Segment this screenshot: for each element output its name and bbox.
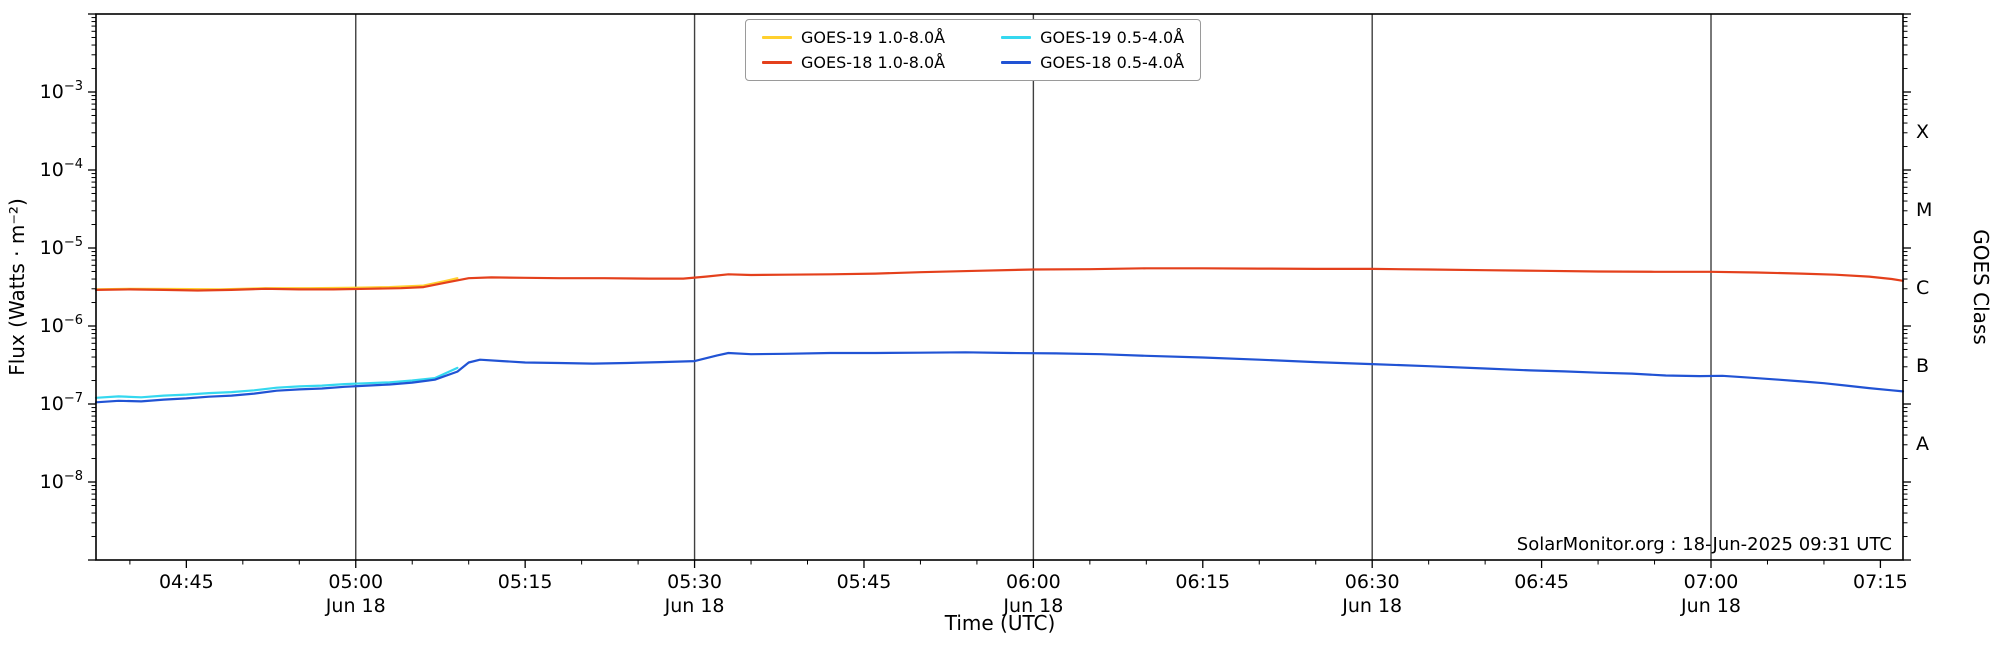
x-tick-label: 07:00 bbox=[1684, 571, 1739, 593]
credit-annotation: SolarMonitor.org : 18-Jun-2025 09:31 UTC bbox=[1517, 534, 1892, 555]
legend-swatch-goes-19-0-5-4-0 bbox=[1001, 36, 1032, 39]
x-axis-title: Time (UTC) bbox=[944, 611, 1056, 635]
x-tick-date: Jun 18 bbox=[1002, 595, 1063, 617]
y-tick-label: 10−3 bbox=[40, 79, 83, 103]
goes-class-label-b: B bbox=[1916, 355, 1929, 377]
goes-class-label-c: C bbox=[1916, 277, 1929, 299]
legend-label: GOES-18 1.0-8.0Å bbox=[801, 53, 946, 72]
series-line-goes-19-0-5-4-0 bbox=[94, 366, 459, 399]
legend-label: GOES-19 1.0-8.0Å bbox=[801, 28, 946, 47]
right-axis-title: GOES Class bbox=[1969, 229, 1993, 345]
y-tick-label: 10−4 bbox=[40, 157, 83, 181]
x-tick-label: 05:00 bbox=[328, 571, 383, 593]
legend-swatch-goes-19-1-0-8-0 bbox=[762, 36, 792, 39]
y-axis-title: Flux (Watts · m⁻²) bbox=[5, 198, 29, 376]
y-tick-label: 10−6 bbox=[40, 313, 83, 337]
x-tick-label: 04:45 bbox=[159, 571, 214, 593]
x-tick-label: 06:15 bbox=[1175, 571, 1230, 593]
legend-swatch-goes-18-0-5-4-0 bbox=[1001, 61, 1032, 64]
legend-swatch-goes-18-1-0-8-0 bbox=[762, 61, 792, 64]
series-line-goes-18-1-0-8-0 bbox=[94, 267, 1905, 292]
goes-class-label-a: A bbox=[1916, 433, 1929, 455]
legend-entry-goes-19-0-5-4-0: GOES-19 0.5-4.0Å bbox=[1001, 28, 1184, 47]
y-tick-label: 10−8 bbox=[40, 469, 83, 493]
legend: GOES-19 1.0-8.0Å GOES-19 0.5-4.0Å GOES-18 … bbox=[745, 19, 1202, 81]
x-tick-label: 06:30 bbox=[1345, 571, 1400, 593]
goes-class-label-m: M bbox=[1916, 199, 1932, 221]
series-line-goes-18-0-5-4-0 bbox=[94, 351, 1905, 404]
x-tick-label: 05:15 bbox=[498, 571, 553, 593]
legend-label: GOES-18 0.5-4.0Å bbox=[1040, 53, 1185, 72]
legend-entry-goes-18-0-5-4-0: GOES-18 0.5-4.0Å bbox=[1001, 53, 1184, 72]
x-tick-date: Jun 18 bbox=[1680, 595, 1741, 617]
x-tick-label: 06:00 bbox=[1006, 571, 1061, 593]
x-tick-label: 06:45 bbox=[1514, 571, 1569, 593]
x-tick-label: 07:15 bbox=[1853, 571, 1908, 593]
goes-class-label-x: X bbox=[1916, 121, 1929, 143]
legend-entry-goes-18-1-0-8-0: GOES-18 1.0-8.0Å bbox=[762, 53, 945, 72]
x-tick-label: 05:45 bbox=[837, 571, 892, 593]
legend-entry-goes-19-1-0-8-0: GOES-19 1.0-8.0Å bbox=[762, 28, 945, 47]
x-tick-date: Jun 18 bbox=[664, 595, 725, 617]
legend-label: GOES-19 0.5-4.0Å bbox=[1040, 28, 1185, 47]
y-tick-label: 10−7 bbox=[40, 391, 83, 415]
x-tick-date: Jun 18 bbox=[1341, 595, 1402, 617]
y-tick-label: 10−5 bbox=[40, 235, 83, 259]
plot-border bbox=[95, 13, 1904, 561]
x-tick-label: 05:30 bbox=[667, 571, 722, 593]
x-tick-date: Jun 18 bbox=[325, 595, 386, 617]
